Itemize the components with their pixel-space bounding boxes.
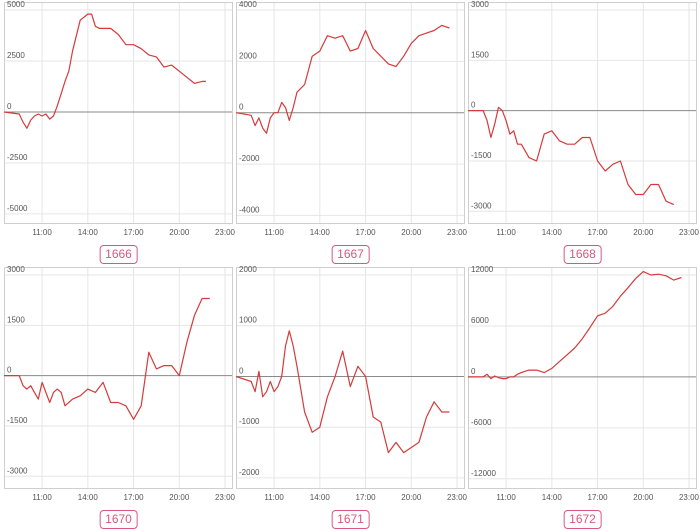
- x-tick-label: 23:00: [215, 228, 236, 237]
- x-tick-label: 20:00: [169, 228, 190, 237]
- y-tick-label: -5000: [7, 204, 28, 213]
- chart-svg: 12000 6000 0 -6000 -12000 11:00 14:00 17:00 20:0…: [468, 265, 700, 502]
- y-tick-label: 1000: [239, 316, 257, 325]
- chart-panel-1668: 3000 1500 0 -1500 -3000 11:00 14:00 17:00 20:00 2…: [468, 0, 700, 266]
- y-tick-label: 5000: [7, 0, 25, 9]
- series-line-1670: [4, 297, 210, 420]
- y-tick-label: 0: [239, 366, 244, 375]
- plot-frame: [468, 2, 697, 224]
- chart-svg: 4000 2000 0 -2000 -4000 11:00 14:00 17:00 20:00 2…: [235, 0, 468, 237]
- y-tick-label: -3000: [7, 466, 28, 475]
- y-tick-label: -1500: [7, 416, 28, 425]
- y-tick-label: -3000: [471, 201, 492, 210]
- chart-svg: 2000 1000 0 -1000 -2000 11:00 14:00 17:00 20:00 2…: [235, 265, 468, 502]
- y-tick-label: -2000: [239, 468, 260, 477]
- x-tick-label: 20:00: [633, 493, 654, 502]
- x-tick-label: 11:00: [264, 493, 284, 502]
- y-tick-label: 3000: [7, 265, 25, 274]
- chart-svg: 5000 2500 0 -2500 -5000 11:00 14:00 17:00 20:00 2…: [3, 0, 236, 237]
- y-tick-label: 1500: [471, 50, 489, 59]
- x-tick-label: 14:00: [78, 493, 99, 502]
- x-tick-label: 11:00: [496, 493, 516, 502]
- y-tick-label: -6000: [471, 418, 492, 427]
- x-tick-label: 23:00: [447, 228, 468, 237]
- x-tick-label: 23:00: [447, 493, 468, 502]
- x-tick-label: 14:00: [310, 493, 331, 502]
- chart-panel-1666: 5000 2500 0 -2500 -5000 11:00 14:00 17:00 20:00 2…: [3, 0, 236, 266]
- x-tick-label: 17:00: [356, 228, 377, 237]
- series-line-1668: [468, 106, 675, 206]
- chart-panel-1672: 12000 6000 0 -6000 -12000 11:00 14:00 17:00 20:0…: [468, 265, 700, 531]
- y-tick-label: 1500: [7, 315, 25, 324]
- plot-frame: [4, 267, 233, 489]
- x-tick-label: 14:00: [78, 228, 99, 237]
- series-line-1672: [468, 270, 682, 380]
- x-tick-label: 11:00: [32, 493, 52, 502]
- y-tick-label: 2000: [239, 265, 257, 274]
- y-tick-label: 3000: [471, 0, 489, 9]
- x-tick-label: 20:00: [169, 493, 190, 502]
- x-tick-label: 17:00: [588, 228, 609, 237]
- y-tick-label: -4000: [239, 205, 260, 214]
- x-tick-label: 11:00: [32, 228, 52, 237]
- y-tick-label: 2000: [239, 51, 257, 60]
- x-tick-label: 17:00: [356, 493, 377, 502]
- code-badge[interactable]: 1668: [563, 245, 602, 264]
- y-tick-label: -12000: [471, 469, 496, 478]
- y-tick-label: 0: [7, 366, 12, 375]
- series-line-1671: [235, 330, 450, 454]
- x-tick-label: 17:00: [588, 493, 609, 502]
- series-line-1667: [235, 24, 450, 134]
- code-badge[interactable]: 1670: [99, 510, 138, 529]
- x-tick-label: 11:00: [264, 228, 284, 237]
- x-tick-label: 20:00: [401, 493, 422, 502]
- x-tick-label: 23:00: [679, 228, 700, 237]
- chart-svg: 3000 1500 0 -1500 -3000 11:00 14:00 17:00 20:00 2…: [468, 0, 700, 237]
- chart-panel-1670: 3000 1500 0 -1500 -3000 11:00 14:00 17:00 20:00 2…: [4, 265, 236, 531]
- plot-frame: [236, 267, 465, 489]
- y-tick-label: -1000: [239, 417, 260, 426]
- y-tick-label: 0: [239, 103, 244, 112]
- chart-panel-1667: 4000 2000 0 -2000 -4000 11:00 14:00 17:00 20:00 2…: [235, 0, 468, 266]
- x-tick-label: 14:00: [542, 228, 563, 237]
- chart-svg: 3000 1500 0 -1500 -3000 11:00 14:00 17:00 20:00 2…: [4, 265, 236, 502]
- y-tick-label: 2500: [7, 51, 25, 60]
- y-tick-label: 0: [471, 101, 476, 110]
- y-tick-label: -2000: [239, 154, 260, 163]
- code-badge[interactable]: 1671: [331, 510, 370, 529]
- x-tick-label: 17:00: [124, 228, 145, 237]
- y-tick-label: -1500: [471, 151, 492, 160]
- x-tick-label: 23:00: [215, 493, 236, 502]
- x-tick-label: 14:00: [310, 228, 331, 237]
- plot-frame: [4, 2, 233, 224]
- x-tick-label: 14:00: [542, 493, 563, 502]
- chart-panel-1671: 2000 1000 0 -1000 -2000 11:00 14:00 17:00 20:00 2…: [235, 265, 468, 531]
- plot-frame: [468, 267, 697, 489]
- code-badge[interactable]: 1672: [563, 510, 602, 529]
- x-tick-label: 17:00: [124, 493, 145, 502]
- y-tick-label: 0: [471, 367, 476, 376]
- y-tick-label: 4000: [239, 0, 257, 9]
- y-tick-label: 0: [7, 102, 12, 111]
- series-line-1666: [3, 13, 206, 129]
- x-tick-label: 20:00: [401, 228, 422, 237]
- x-tick-label: 20:00: [633, 228, 654, 237]
- x-tick-label: 11:00: [496, 228, 516, 237]
- y-tick-label: 12000: [471, 265, 494, 274]
- x-tick-label: 23:00: [679, 493, 700, 502]
- code-badge[interactable]: 1667: [331, 245, 370, 264]
- y-tick-label: -2500: [7, 153, 28, 162]
- y-tick-label: 6000: [471, 316, 489, 325]
- code-badge[interactable]: 1666: [99, 245, 138, 264]
